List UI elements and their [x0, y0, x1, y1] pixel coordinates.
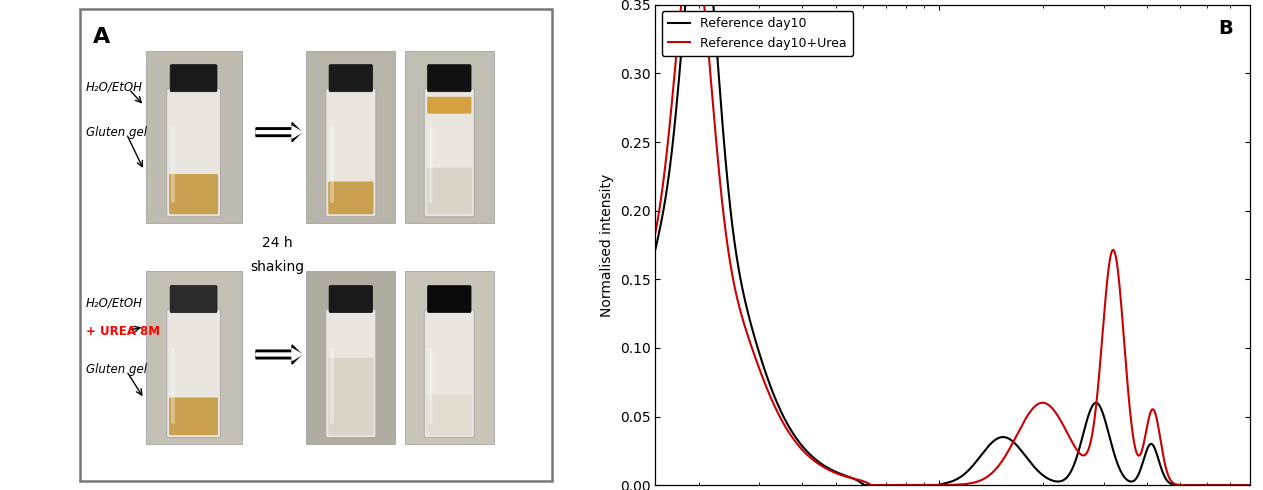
FancyArrow shape	[256, 126, 302, 138]
FancyBboxPatch shape	[171, 286, 217, 313]
FancyBboxPatch shape	[169, 174, 218, 214]
FancyBboxPatch shape	[428, 348, 432, 424]
Reference day10	[1234, 482, 1249, 488]
FancyBboxPatch shape	[330, 348, 333, 424]
FancyBboxPatch shape	[330, 286, 373, 313]
FancyBboxPatch shape	[145, 271, 241, 444]
FancyBboxPatch shape	[326, 309, 376, 438]
Reference day10+Urea	[935, 482, 950, 488]
Reference day10+Urea	[907, 482, 922, 488]
Text: B: B	[1218, 19, 1233, 38]
Reference day10+Urea	[902, 482, 917, 488]
FancyBboxPatch shape	[424, 88, 475, 217]
FancyBboxPatch shape	[405, 271, 494, 444]
Y-axis label: Normalised intensity: Normalised intensity	[600, 173, 614, 317]
FancyBboxPatch shape	[427, 97, 471, 114]
Reference day10	[648, 246, 663, 252]
FancyBboxPatch shape	[427, 168, 472, 214]
FancyBboxPatch shape	[405, 50, 494, 223]
FancyBboxPatch shape	[167, 88, 221, 217]
FancyBboxPatch shape	[169, 397, 218, 435]
Reference day10	[1087, 400, 1103, 406]
FancyBboxPatch shape	[307, 271, 395, 444]
FancyBboxPatch shape	[427, 65, 471, 92]
Text: H₂O/EtOH: H₂O/EtOH	[86, 80, 143, 93]
Reference day10	[907, 482, 922, 488]
FancyArrow shape	[256, 345, 302, 364]
Text: 24 h: 24 h	[263, 236, 293, 249]
Line: Reference day10: Reference day10	[655, 0, 1259, 485]
Reference day10+Urea	[864, 482, 879, 488]
FancyBboxPatch shape	[171, 127, 174, 203]
Reference day10	[1252, 482, 1263, 488]
FancyBboxPatch shape	[80, 9, 552, 481]
FancyBboxPatch shape	[428, 127, 432, 203]
FancyBboxPatch shape	[167, 309, 221, 438]
Reference day10	[935, 481, 950, 487]
FancyBboxPatch shape	[326, 88, 376, 217]
Reference day10+Urea	[1087, 416, 1103, 422]
Text: H₂O/EtOH: H₂O/EtOH	[86, 296, 143, 309]
FancyBboxPatch shape	[424, 309, 475, 438]
Reference day10	[902, 482, 917, 488]
Text: A: A	[92, 26, 110, 47]
FancyBboxPatch shape	[171, 65, 217, 92]
Reference day10+Urea	[1234, 482, 1249, 488]
Text: Gluten gel: Gluten gel	[86, 125, 147, 139]
Text: Gluten gel: Gluten gel	[86, 364, 147, 376]
FancyBboxPatch shape	[328, 358, 374, 435]
FancyBboxPatch shape	[328, 181, 374, 214]
Legend: Reference day10, Reference day10+Urea: Reference day10, Reference day10+Urea	[662, 11, 854, 56]
FancyBboxPatch shape	[171, 348, 174, 424]
FancyArrow shape	[256, 122, 302, 142]
Reference day10+Urea	[1204, 482, 1219, 488]
FancyBboxPatch shape	[330, 127, 333, 203]
Reference day10+Urea	[1252, 482, 1263, 488]
FancyBboxPatch shape	[330, 65, 373, 92]
Line: Reference day10+Urea: Reference day10+Urea	[655, 0, 1259, 485]
Text: + UREA 8M: + UREA 8M	[86, 325, 159, 338]
Reference day10+Urea	[648, 229, 663, 235]
Reference day10	[1204, 482, 1219, 488]
Reference day10	[856, 482, 871, 488]
FancyBboxPatch shape	[145, 50, 241, 223]
Text: shaking: shaking	[250, 260, 304, 273]
FancyBboxPatch shape	[307, 50, 395, 223]
FancyArrow shape	[256, 348, 302, 361]
FancyBboxPatch shape	[427, 395, 472, 435]
FancyBboxPatch shape	[427, 286, 471, 313]
